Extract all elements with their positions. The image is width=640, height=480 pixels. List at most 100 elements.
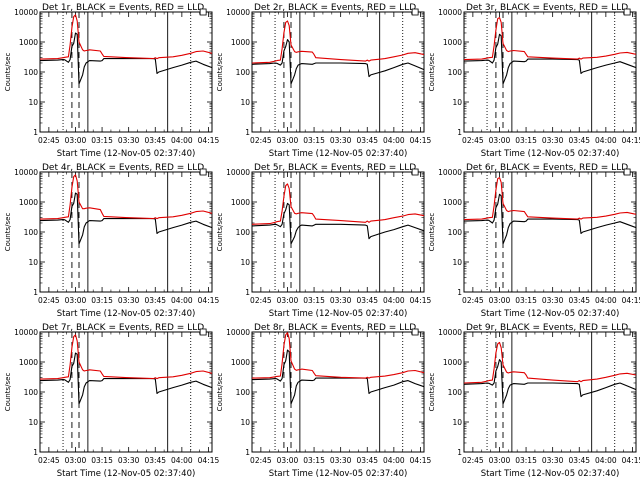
- x-tick-label: 04:00: [383, 296, 405, 305]
- y-tick-label: 10000: [14, 8, 38, 17]
- lld-series-line: [251, 183, 425, 225]
- y-tick-label: 1000: [19, 358, 38, 367]
- x-axis-label: Start Time (12-Nov-05 02:37:40): [269, 309, 408, 319]
- y-tick-label: 100: [448, 68, 463, 77]
- events-series-line: [463, 359, 637, 405]
- x-tick-label: 02:45: [462, 296, 484, 305]
- y-axis-label: Counts/sec: [428, 213, 436, 252]
- y-tick-label: 1000: [231, 198, 250, 207]
- x-tick-label: 03:45: [144, 136, 166, 145]
- y-tick-label: 1: [245, 288, 250, 297]
- x-tick-label: 03:30: [542, 456, 564, 465]
- lld-series-line: [251, 332, 425, 379]
- events-series-line: [39, 32, 213, 85]
- x-tick-label: 03:45: [568, 456, 590, 465]
- y-tick-label: 10: [240, 418, 250, 427]
- x-tick-label: 03:00: [277, 296, 299, 305]
- lld-series-line: [463, 341, 637, 384]
- x-tick-label: 03:30: [330, 456, 352, 465]
- y-tick-label: 10000: [14, 168, 38, 177]
- x-tick-label: 03:15: [515, 296, 537, 305]
- x-axis-label: Start Time (12-Nov-05 02:37:40): [57, 309, 196, 319]
- time-marker-box: [411, 8, 419, 16]
- x-tick-label: 04:00: [595, 296, 617, 305]
- y-tick-label: 10: [240, 258, 250, 267]
- y-tick-label: 1000: [443, 358, 462, 367]
- x-tick-label: 03:30: [118, 136, 140, 145]
- panel-title: Det 5r, BLACK = Events, RED = LLD: [254, 163, 416, 173]
- time-marker-box: [623, 168, 631, 176]
- y-axis-label: Counts/sec: [216, 53, 224, 92]
- y-tick-label: 100: [236, 228, 251, 237]
- events-series-line: [251, 202, 425, 245]
- x-axis-label: Start Time (12-Nov-05 02:37:40): [269, 149, 408, 159]
- panel-title: Det 2r, BLACK = Events, RED = LLD: [254, 3, 416, 13]
- x-tick-label: 03:00: [277, 136, 299, 145]
- detector-panel-6: Det 6r, BLACK = Events, RED = LLD Counts/…: [428, 163, 640, 319]
- x-tick-label: 02:45: [38, 296, 60, 305]
- y-tick-label: 1000: [19, 198, 38, 207]
- y-tick-label: 1000: [443, 38, 462, 47]
- y-tick-label: 100: [236, 388, 251, 397]
- events-series-line: [463, 193, 637, 245]
- x-tick-label: 04:15: [410, 296, 432, 305]
- y-tick-label: 100: [24, 388, 39, 397]
- y-tick-label: 1000: [19, 38, 38, 47]
- y-tick-label: 1: [457, 448, 462, 457]
- x-tick-label: 04:00: [383, 136, 405, 145]
- y-axis-label: Counts/sec: [4, 373, 12, 412]
- y-tick-label: 1: [457, 288, 462, 297]
- y-tick-label: 10000: [14, 328, 38, 337]
- x-tick-label: 04:00: [171, 456, 193, 465]
- x-tick-label: 04:00: [595, 456, 617, 465]
- x-tick-label: 03:45: [568, 296, 590, 305]
- events-series-line: [39, 192, 213, 245]
- x-tick-label: 03:45: [568, 136, 590, 145]
- y-axis-label: Counts/sec: [4, 53, 12, 92]
- x-tick-label: 03:30: [542, 296, 564, 305]
- events-series-line: [251, 349, 425, 405]
- y-tick-label: 1: [33, 448, 38, 457]
- y-axis-label: Counts/sec: [428, 373, 436, 412]
- x-tick-label: 03:30: [118, 296, 140, 305]
- time-marker-box: [411, 328, 419, 336]
- x-tick-label: 04:00: [171, 136, 193, 145]
- y-tick-label: 1000: [231, 38, 250, 47]
- y-tick-label: 10000: [438, 168, 462, 177]
- y-tick-label: 10: [452, 98, 462, 107]
- x-tick-label: 03:15: [91, 136, 113, 145]
- x-tick-label: 02:45: [462, 456, 484, 465]
- panel-title: Det 7r, BLACK = Events, RED = LLD: [42, 323, 204, 333]
- y-tick-label: 10000: [226, 328, 250, 337]
- y-axis-label: Counts/sec: [4, 213, 12, 252]
- x-tick-label: 04:00: [383, 456, 405, 465]
- x-tick-label: 03:00: [489, 136, 511, 145]
- panel-title: Det 9r, BLACK = Events, RED = LLD: [466, 323, 628, 333]
- detector-panel-9: Det 9r, BLACK = Events, RED = LLD Counts/…: [428, 323, 640, 479]
- detector-panel-2: Det 2r, BLACK = Events, RED = LLD Counts/…: [216, 3, 431, 159]
- panel-title: Det 3r, BLACK = Events, RED = LLD: [466, 3, 628, 13]
- time-marker-box: [199, 328, 207, 336]
- x-tick-label: 02:45: [462, 136, 484, 145]
- y-tick-label: 10: [452, 418, 462, 427]
- time-marker-box: [199, 168, 207, 176]
- x-tick-label: 03:45: [356, 296, 378, 305]
- y-tick-label: 10000: [226, 8, 250, 17]
- time-marker-box: [623, 328, 631, 336]
- lld-series-line: [39, 334, 213, 380]
- x-tick-label: 04:15: [622, 136, 640, 145]
- y-tick-label: 10000: [438, 328, 462, 337]
- x-tick-label: 03:15: [515, 456, 537, 465]
- x-tick-label: 03:45: [356, 136, 378, 145]
- x-tick-label: 03:45: [144, 296, 166, 305]
- x-tick-label: 03:00: [65, 296, 87, 305]
- y-tick-label: 10: [28, 258, 38, 267]
- x-tick-label: 03:30: [330, 136, 352, 145]
- lld-series-line: [463, 177, 637, 221]
- x-axis-label: Start Time (12-Nov-05 02:37:40): [57, 469, 196, 479]
- x-tick-label: 02:45: [250, 296, 272, 305]
- y-tick-label: 1: [245, 128, 250, 137]
- events-series-line: [251, 39, 425, 85]
- x-axis-label: Start Time (12-Nov-05 02:37:40): [481, 149, 620, 159]
